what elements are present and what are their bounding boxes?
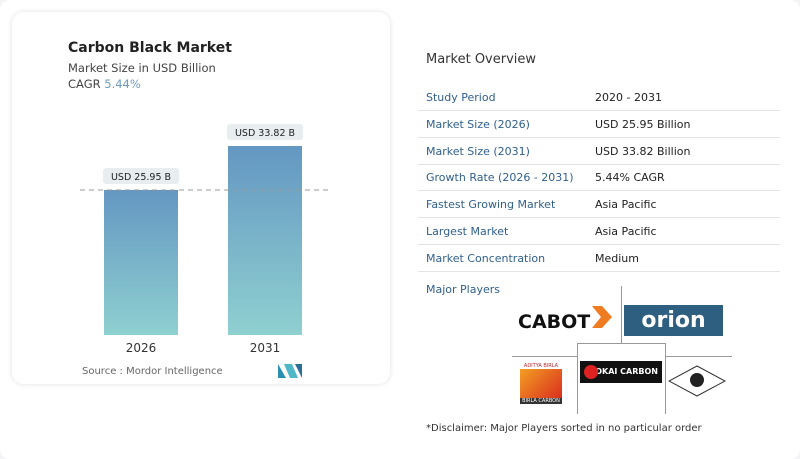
row-value: USD 25.95 Billion — [595, 117, 691, 131]
overview-row: Market Size (2031) USD 33.82 Billion — [418, 138, 780, 165]
row-key: Market Concentration — [426, 251, 546, 265]
overview-row: Largest Market Asia Pacific — [418, 218, 780, 245]
row-key: Largest Market — [426, 225, 509, 238]
source-text: Source : Mordor Intelligence — [82, 366, 223, 377]
bar-2026 — [104, 189, 178, 335]
overview-title: Market Overview — [426, 52, 537, 67]
bar-chart: USD 25.95 B 2026 USD 33.82 B 2031 — [80, 124, 328, 355]
cagr-value: 5.44% — [104, 77, 141, 91]
birla-logo: ADITYA BIRLA BIRLA CARBON — [520, 363, 562, 404]
cabot-chevron-icon — [592, 306, 612, 328]
cat-logo — [668, 365, 726, 397]
row-key: Fastest Growing Market — [426, 198, 556, 212]
cagr-label: CAGR — [68, 77, 101, 91]
overview-row: Market Size (2026) USD 25.95 Billion — [418, 111, 780, 138]
chart-card — [12, 12, 390, 384]
bar-2031 — [228, 146, 302, 335]
row-value: Medium — [595, 251, 639, 265]
x-tick-label: 2026 — [126, 341, 157, 355]
overview-row: Fastest Growing Market Asia Pacific — [418, 191, 780, 219]
data-label-bg — [227, 124, 303, 140]
chart-title: Carbon Black Market — [68, 40, 232, 56]
overview-row: Study Period 2020 - 2031 — [418, 84, 780, 111]
data-label-bg — [103, 167, 179, 184]
chart-subtitle: Market Size in USD Billion — [68, 61, 216, 75]
tokai-icon — [584, 365, 598, 379]
row-value: USD 33.82 Billion — [595, 144, 691, 158]
mordor-logo-icon — [278, 364, 302, 378]
row-key: Growth Rate (2026 - 2031) — [426, 171, 574, 185]
data-label: USD 25.95 B — [111, 172, 171, 183]
overview-row: Growth Rate (2026 - 2031) 5.44% CAGR — [418, 164, 780, 192]
row-value: 5.44% CAGR — [595, 171, 665, 185]
tokai-carbon-logo: TOKAI CARBON — [580, 361, 662, 383]
row-value: Asia Pacific — [595, 225, 657, 238]
x-tick-label: 2031 — [250, 341, 281, 355]
major-players-label: Major Players — [426, 283, 500, 296]
orion-logo: orion — [624, 305, 723, 336]
overview-row: Market Concentration Medium — [418, 245, 780, 272]
row-key: Market Size (2026) — [426, 117, 530, 131]
row-key: Study Period — [426, 91, 496, 104]
disclaimer: *Disclaimer: Major Players sorted in no … — [426, 423, 702, 434]
data-label: USD 33.82 B — [235, 128, 295, 139]
row-value: Asia Pacific — [595, 198, 657, 212]
cabot-logo: CABOT — [518, 311, 591, 333]
cagr: CAGR 5.44% — [68, 77, 141, 91]
row-key: Market Size (2031) — [426, 144, 530, 158]
row-value: 2020 - 2031 — [595, 91, 662, 104]
